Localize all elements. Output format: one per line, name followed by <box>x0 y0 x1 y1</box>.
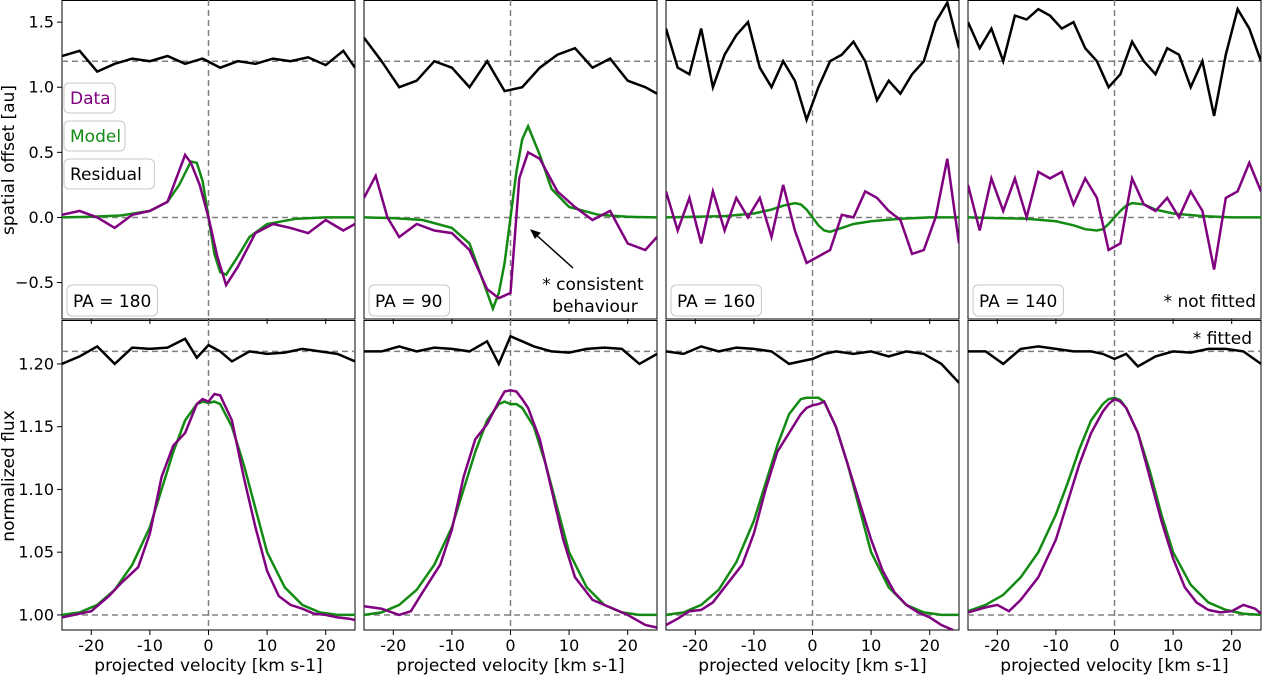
y-tick-label: 0.0 <box>29 208 54 227</box>
x-tick-label: 20 <box>618 636 638 655</box>
annotation-fitted: * fitted <box>1193 329 1252 349</box>
x-tick-label: 0 <box>807 636 817 655</box>
data-series-line <box>364 150 657 300</box>
legend-label-model: Model <box>70 127 121 147</box>
bot-panel-1 <box>62 320 355 630</box>
model-series-line <box>364 123 657 313</box>
y-tick-label: 1.5 <box>29 13 54 32</box>
consistent-arrow <box>530 229 574 269</box>
data-series-line <box>364 389 657 629</box>
legend-box <box>63 158 155 190</box>
legend-box <box>63 82 116 114</box>
x-tick-label: -20 <box>78 636 104 655</box>
top-panel-1 <box>62 0 355 319</box>
residual-series-line <box>666 0 959 124</box>
pa-label: PA = 160 <box>677 292 755 312</box>
data-series-line <box>62 152 355 289</box>
pa-label-box <box>972 284 1064 317</box>
x-tick-label: -20 <box>682 636 708 655</box>
x-tick-label: 0 <box>1109 636 1119 655</box>
x-tick-label: 0 <box>505 636 515 655</box>
model-series-line <box>666 201 959 234</box>
residual-series-line <box>968 345 1261 368</box>
x-axis-label: projected velocity [km s-1] <box>396 656 624 675</box>
arrow-shaft <box>532 231 574 269</box>
y-tick-label: 1.00 <box>18 605 54 624</box>
x-tick-label: 10 <box>861 636 881 655</box>
residual-series-line <box>62 48 355 74</box>
y-tick-label: 1.10 <box>18 480 54 499</box>
data-series-line <box>666 399 954 630</box>
legend-label-residual: Residual <box>70 165 142 185</box>
x-tick-label: 20 <box>316 636 336 655</box>
y-tick-label: 0.5 <box>29 143 54 162</box>
x-tick-label: -10 <box>439 636 465 655</box>
pa-label: PA = 140 <box>979 292 1057 312</box>
residual-series-line <box>968 5 1261 117</box>
data-series-line <box>666 158 959 265</box>
residual-series-line <box>364 37 657 95</box>
legend-label-data: Data <box>70 89 111 109</box>
x-axis-label: projected velocity [km s-1] <box>1000 656 1228 675</box>
y-tick-label: −0.5 <box>15 273 54 292</box>
x-tick-label: -10 <box>1043 636 1069 655</box>
x-tick-label: 10 <box>257 636 277 655</box>
top-panel-2 <box>364 0 657 319</box>
residual-series-line <box>62 337 355 366</box>
y-tick-label: 1.0 <box>29 78 54 97</box>
annotation-not-fitted: * not fitted <box>1164 292 1256 312</box>
pa-label: PA = 90 <box>375 292 442 312</box>
x-tick-label: 20 <box>920 636 940 655</box>
annotation-consistent: * consistent <box>542 275 644 295</box>
model-series-line <box>968 201 1261 232</box>
y-tick-label: 1.20 <box>18 354 54 373</box>
x-tick-label: -20 <box>380 636 406 655</box>
residual-series-line <box>666 345 959 384</box>
x-tick-label: 10 <box>1163 636 1183 655</box>
x-tick-label: 20 <box>1222 636 1242 655</box>
pa-label-box <box>368 284 451 317</box>
legend-box <box>63 120 126 152</box>
x-tick-label: -10 <box>741 636 767 655</box>
data-series-line <box>62 392 355 622</box>
bot-panel-4 <box>968 320 1261 630</box>
arrow-head <box>530 229 541 239</box>
y-axis-label-bottom: normalized flux <box>0 410 19 541</box>
x-axis-label: projected velocity [km s-1] <box>698 656 926 675</box>
data-series-line <box>968 397 1261 615</box>
pa-label-box <box>66 284 158 317</box>
x-tick-label: 0 <box>203 636 213 655</box>
residual-series-line <box>364 334 657 367</box>
x-tick-label: -20 <box>984 636 1010 655</box>
bot-panel-2 <box>364 320 657 630</box>
x-axis-label: projected velocity [km s-1] <box>94 656 322 675</box>
top-panel-4 <box>968 0 1261 319</box>
y-tick-label: 1.15 <box>18 417 54 436</box>
annotation-behaviour: behaviour <box>552 297 637 317</box>
x-tick-label: 10 <box>559 636 579 655</box>
y-tick-label: 1.05 <box>18 543 54 562</box>
data-series-line <box>968 159 1261 270</box>
top-panel-3 <box>666 0 959 319</box>
bot-panel-3 <box>666 320 959 630</box>
pa-label: PA = 180 <box>73 292 151 312</box>
pa-label-box <box>670 284 762 317</box>
y-axis-label-top: spatial offset [au] <box>0 85 19 235</box>
model-series-line <box>364 400 657 617</box>
x-tick-label: -10 <box>137 636 163 655</box>
